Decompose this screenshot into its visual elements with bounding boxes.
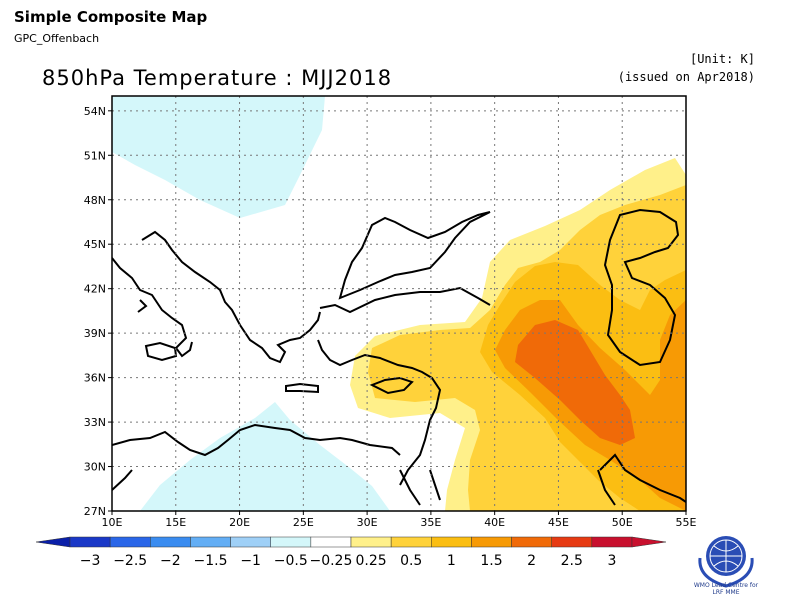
unit-label: [Unit: K]: [689, 52, 755, 66]
legend-swatch: [471, 536, 512, 548]
legend-label: 3: [607, 553, 616, 569]
wmo-logo-caption: WMO Lead Centre for LRF MME: [693, 582, 759, 596]
lat-label: 27N: [84, 505, 106, 518]
lat-label: 33N: [84, 416, 106, 429]
cold-anomaly-north: [112, 96, 325, 218]
lat-label: 30N: [84, 461, 106, 474]
legend-swatch: [591, 536, 633, 548]
lat-label: 54N: [84, 105, 106, 118]
legend-swatch: [69, 536, 111, 548]
lon-label: 45E: [548, 516, 569, 529]
source-label: GPC_Offenbach: [14, 32, 100, 45]
legend-swatch: [551, 536, 593, 548]
legend-label: −3: [80, 553, 101, 569]
anomaly-2: [515, 320, 635, 445]
legend-label: 1: [447, 553, 456, 569]
lon-label: 15E: [165, 516, 186, 529]
longitude-labels: 10E 15E 20E 25E 30E 35E 40E 45E 50E 55E: [102, 511, 697, 529]
lat-label: 42N: [84, 283, 106, 296]
legend-label: 2.5: [561, 553, 583, 569]
lon-label: 40E: [484, 516, 505, 529]
legend-swatch: [390, 536, 432, 548]
legend-swatch: [511, 536, 552, 548]
coastlines: [112, 208, 686, 506]
plot-frame: [111, 95, 687, 512]
legend-label: 0.25: [355, 553, 386, 569]
legend-label: −1.5: [194, 553, 228, 569]
lat-label: 45N: [84, 238, 106, 251]
lat-label: 48N: [84, 194, 106, 207]
legend-swatch: [230, 536, 271, 548]
lon-label: 55E: [676, 516, 697, 529]
anomaly-shading: [112, 96, 686, 511]
color-legend: −3 −2.5 −2 −1.5 −1 −0.5 −0.25 0.25 0.5 1 1.5 2 2.5 3: [35, 536, 667, 569]
map-title: 850hPa Temperature : MJJ2018: [42, 66, 393, 90]
legend-label: −2: [160, 553, 181, 569]
legend-label: 0.5: [400, 553, 422, 569]
legend-swatch: [350, 536, 392, 548]
legend-arrow-left: [35, 536, 71, 548]
legend-swatch: [270, 536, 312, 548]
lon-label: 30E: [357, 516, 378, 529]
legend-swatch: [150, 536, 191, 548]
legend-label: −2.5: [113, 553, 147, 569]
lat-label: 39N: [84, 327, 106, 340]
lon-label: 50E: [612, 516, 633, 529]
lon-label: 25E: [293, 516, 314, 529]
legend-swatch: [190, 536, 231, 548]
lat-label: 51N: [84, 149, 106, 162]
legend-label: −0.25: [309, 553, 352, 569]
cold-anomaly-south: [140, 402, 390, 511]
latitude-labels: 54N 51N 48N 45N 42N 39N 36N 33N 30N 27N: [84, 105, 112, 518]
legend-label: 1.5: [480, 553, 502, 569]
issued-label: (issued on Apr2018): [617, 70, 755, 84]
legend-swatch: [109, 536, 151, 548]
legend-arrow-right: [631, 536, 667, 548]
lon-label: 10E: [102, 516, 123, 529]
wmo-logo: [698, 536, 754, 588]
lon-label: 35E: [420, 516, 441, 529]
legend-swatch: [431, 536, 472, 548]
lon-label: 20E: [229, 516, 250, 529]
legend-swatch: [310, 536, 352, 548]
legend-label: −1: [240, 553, 261, 569]
lat-label: 36N: [84, 372, 106, 385]
legend-label: 2: [527, 553, 536, 569]
app-title: Simple Composite Map: [14, 8, 208, 26]
legend-label: −0.5: [274, 553, 308, 569]
